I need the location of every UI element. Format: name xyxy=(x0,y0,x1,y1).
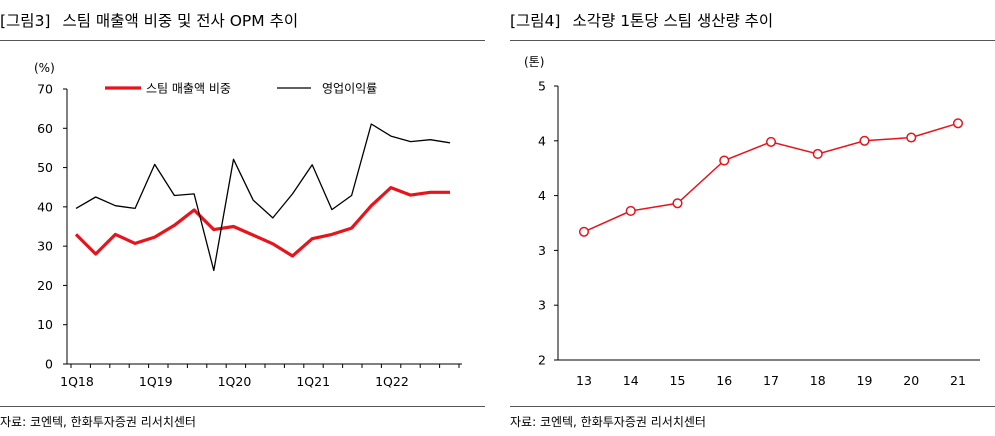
right-figure-number: [그림4] xyxy=(510,12,561,30)
left-y-tick-label: 0 xyxy=(45,357,53,372)
steam-per-ton-point xyxy=(859,135,870,146)
right-chart-panel: [그림4] 소각량 1톤당 스팀 생산량 추이 (톤) 2 3 3 4 4 5 13 14 15 16… xyxy=(510,0,995,436)
right-y-tick-label: 4 xyxy=(538,133,546,148)
left-line-chart: (%) 0 10 20 30 40 50 60 70 1Q18 1Q19 1Q20 1Q21 1Q22 스팀… xyxy=(34,61,462,389)
left-source-note: 자료: 코엔텍, 한화투자증권 리서치센터 xyxy=(0,415,196,429)
right-y-unit-label: (톤) xyxy=(524,55,544,69)
right-title-text: 소각량 1톤당 스팀 생산량 추이 xyxy=(572,12,774,30)
right-x-tick-label: 20 xyxy=(903,373,919,388)
right-x-tick-label: 15 xyxy=(670,373,686,388)
left-bottom-rule xyxy=(0,406,485,407)
right-chart-title: [그림4] 소각량 1톤당 스팀 생산량 추이 xyxy=(510,9,773,31)
steam-share-series-line xyxy=(74,186,450,258)
left-x-tick-label: 1Q20 xyxy=(218,374,252,389)
steam-per-ton-point xyxy=(672,198,683,209)
right-source-note: 자료: 코엔텍, 한화투자증권 리서치센터 xyxy=(510,415,706,429)
left-y-tick-label: 70 xyxy=(37,82,53,97)
left-y-tick-label: 20 xyxy=(37,278,53,293)
left-y-tick-label: 40 xyxy=(37,199,53,214)
left-figure-number: [그림3] xyxy=(0,12,51,30)
opm-series-line xyxy=(75,123,451,272)
right-x-tick-label: 19 xyxy=(857,373,873,388)
left-y-tick-label: 30 xyxy=(37,239,53,254)
right-top-rule xyxy=(510,40,995,41)
steam-per-ton-point xyxy=(812,148,823,160)
left-chart-panel: [그림3] 스팀 매출액 비중 및 전사 OPM 추이 (%) 0 10 20 30 40 5… xyxy=(0,0,485,436)
right-x-tick-label: 14 xyxy=(623,373,639,388)
right-y-tick-label: 4 xyxy=(538,188,546,203)
steam-per-ton-point xyxy=(719,155,730,166)
legend-label-steam-share: 스팀 매출액 비중 xyxy=(146,82,231,96)
left-y-tick-label: 60 xyxy=(37,121,53,136)
steam-per-ton-point xyxy=(906,132,917,143)
right-x-tick-label: 16 xyxy=(716,373,732,388)
left-y-unit-label: (%) xyxy=(34,61,55,75)
left-y-tick-label: 10 xyxy=(37,317,53,332)
right-y-tick-label: 2 xyxy=(538,353,546,368)
legend-label-opm: 영업이익률 xyxy=(322,82,377,96)
right-line-chart: (톤) 2 3 3 4 4 5 13 14 15 16 17 18 19 20 21 xyxy=(524,55,980,388)
left-top-rule xyxy=(0,40,485,41)
right-x-tick-label: 17 xyxy=(763,373,779,388)
left-x-tick-label: 1Q19 xyxy=(139,374,173,389)
left-chart-title: [그림3] 스팀 매출액 비중 및 전사 OPM 추이 xyxy=(0,9,298,31)
steam-per-ton-point xyxy=(765,136,777,147)
left-x-tick-label: 1Q22 xyxy=(375,374,409,389)
steam-per-ton-point xyxy=(578,226,590,237)
left-title-text: 스팀 매출액 비중 및 전사 OPM 추이 xyxy=(62,12,299,30)
right-bottom-rule xyxy=(510,406,995,407)
right-x-tick-label: 18 xyxy=(810,373,826,388)
right-y-tick-label: 3 xyxy=(538,298,546,313)
right-y-tick-label: 3 xyxy=(538,243,546,258)
right-x-tick-label: 21 xyxy=(950,373,966,388)
right-x-tick-label: 13 xyxy=(576,373,592,388)
left-x-tick-label: 1Q21 xyxy=(296,374,330,389)
steam-per-ton-point xyxy=(952,118,964,129)
left-x-tick-label: 1Q18 xyxy=(60,374,94,389)
left-y-tick-label: 50 xyxy=(37,160,53,175)
right-y-tick-label: 5 xyxy=(538,79,546,94)
steam-per-ton-point xyxy=(625,205,636,216)
